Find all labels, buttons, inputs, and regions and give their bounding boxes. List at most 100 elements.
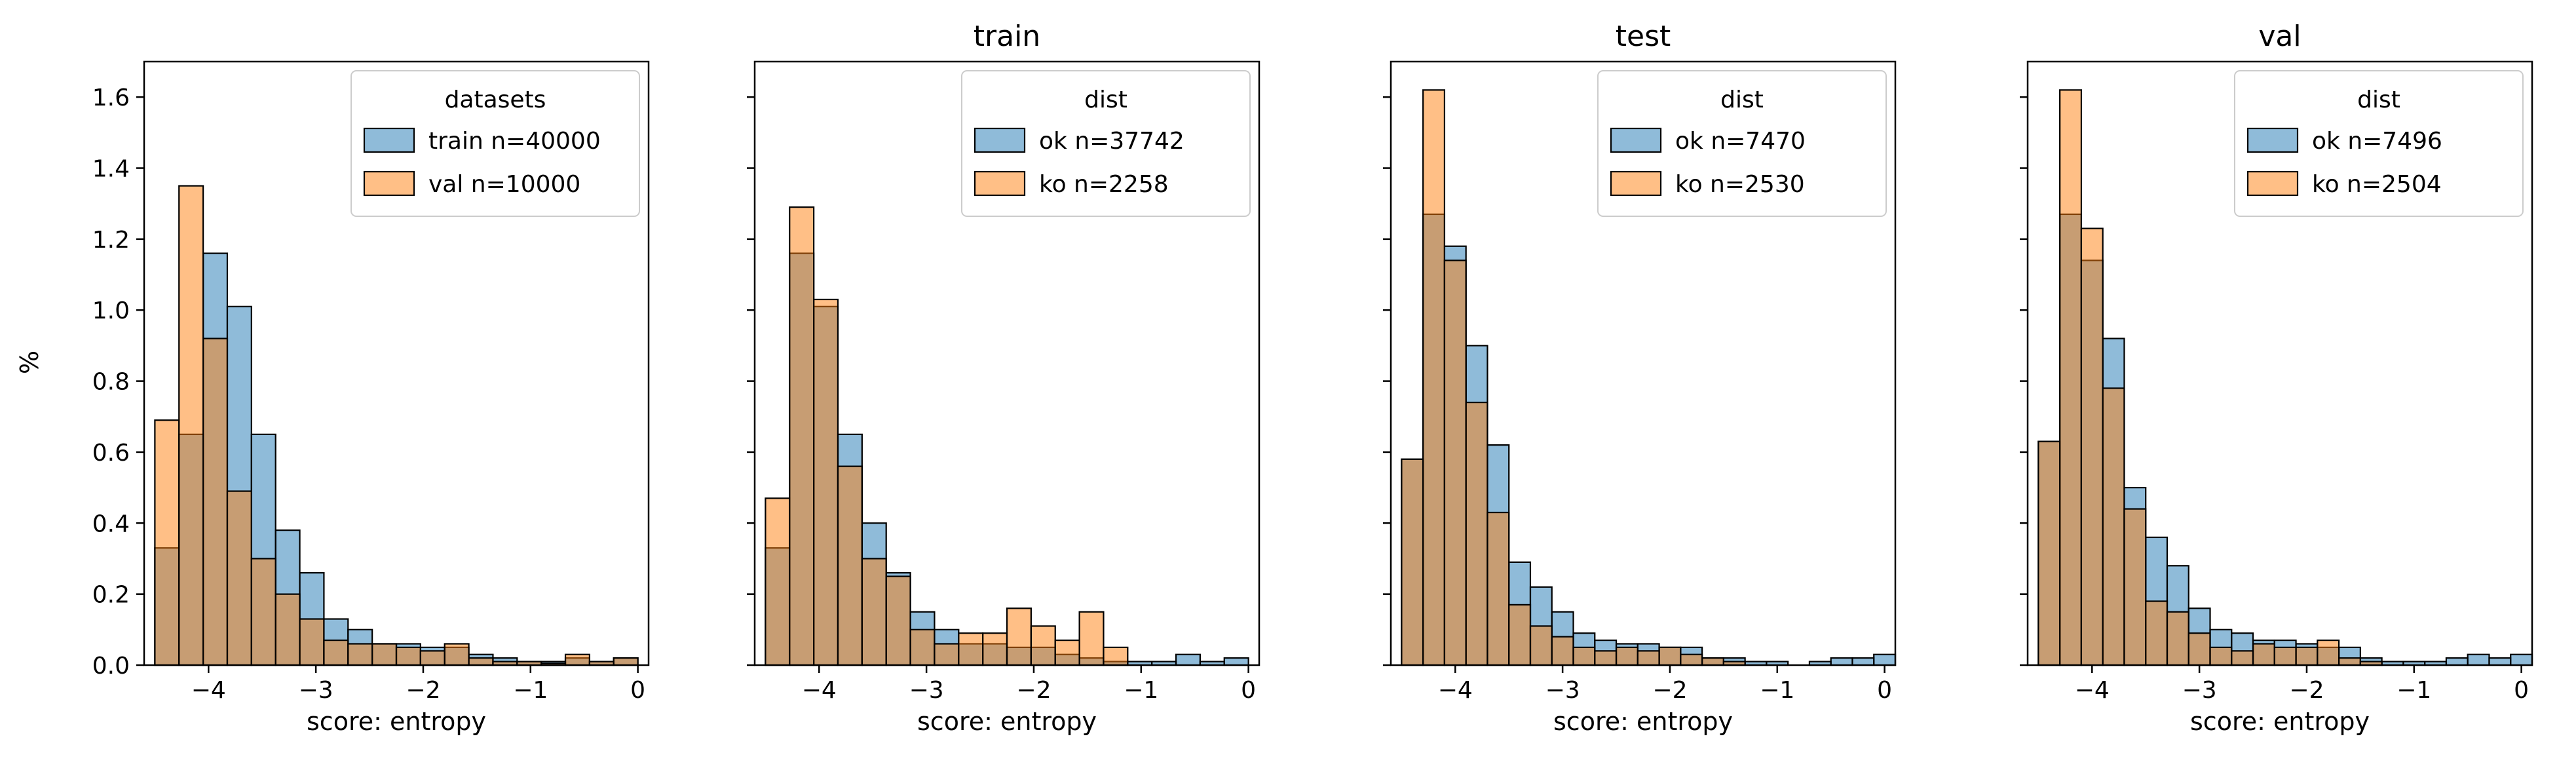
legend-title: dist bbox=[1720, 86, 1764, 113]
x-tick-label: −2 bbox=[406, 677, 440, 704]
y-tick-label: 0.8 bbox=[92, 369, 130, 396]
y-tick-label: 0.2 bbox=[92, 582, 130, 609]
hist-bar bbox=[2209, 646, 2233, 666]
hist-bar bbox=[202, 337, 229, 666]
hist-bar bbox=[909, 628, 936, 666]
hist-bar bbox=[789, 206, 815, 666]
hist-bar bbox=[1594, 650, 1618, 666]
hist-bar bbox=[371, 643, 398, 666]
legend-title: dist bbox=[1084, 86, 1127, 113]
hist-bar bbox=[958, 632, 984, 666]
x-tick-label: −4 bbox=[191, 677, 226, 704]
x-tick-label: −3 bbox=[299, 677, 333, 704]
hist-bar bbox=[1054, 639, 1080, 666]
hist-bar bbox=[2166, 611, 2189, 666]
x-tick-label: −1 bbox=[2396, 677, 2431, 704]
hist-bar bbox=[1851, 657, 1875, 666]
hist-bar bbox=[347, 643, 373, 666]
x-tick-label: −2 bbox=[2289, 677, 2324, 704]
legend-swatch bbox=[1610, 127, 1662, 153]
hist-bar bbox=[2338, 657, 2361, 666]
axes-frame bbox=[1390, 60, 1897, 666]
hist-bar bbox=[1443, 259, 1467, 666]
hist-bar bbox=[1551, 636, 1574, 666]
hist-bar bbox=[2080, 227, 2104, 666]
hist-bar bbox=[154, 419, 180, 666]
x-axis-label: score: entropy bbox=[2190, 707, 2370, 736]
x-tick-label: −3 bbox=[2182, 677, 2217, 704]
hist-bar bbox=[1508, 604, 1532, 666]
legend-label: ok n=7496 bbox=[2312, 128, 2442, 155]
x-axis-label: score: entropy bbox=[307, 707, 486, 736]
legend: datasets train n=40000 val n=10000 bbox=[350, 70, 640, 217]
x-tick-label: −2 bbox=[1652, 677, 1687, 704]
y-axis-label: % bbox=[15, 351, 44, 374]
y-tick-label: 0.6 bbox=[92, 440, 130, 467]
hist-bar bbox=[419, 650, 445, 666]
hist-bar bbox=[1030, 625, 1056, 666]
hist-bar bbox=[178, 185, 204, 666]
hist-bar bbox=[1078, 611, 1105, 666]
hist-bar bbox=[1422, 89, 1446, 666]
hist-bar bbox=[2510, 653, 2533, 666]
x-tick-label: −1 bbox=[1760, 677, 1794, 704]
legend-label: ko n=2258 bbox=[1039, 171, 1169, 198]
legend: dist ok n=37742 ko n=2258 bbox=[961, 70, 1251, 217]
legend-label: ko n=2530 bbox=[1675, 171, 1805, 198]
hist-bar bbox=[1103, 646, 1129, 666]
y-tick-label: 1.4 bbox=[92, 156, 130, 183]
legend-label: ok n=7470 bbox=[1675, 128, 1806, 155]
hist-bar bbox=[1680, 653, 1703, 666]
x-tick-label: 0 bbox=[2514, 677, 2529, 704]
hist-bar bbox=[2123, 508, 2147, 666]
legend-box bbox=[350, 70, 640, 217]
series-orange bbox=[1401, 89, 1746, 666]
hist-bar bbox=[982, 632, 1008, 666]
hist-bar bbox=[837, 465, 863, 666]
hist-bar bbox=[226, 490, 252, 666]
legend-swatch bbox=[974, 127, 1026, 153]
hist-bar bbox=[1487, 511, 1510, 666]
panel-4: −4 −3 −2 −1 0 score: entropy val dist ok n=7496 k… bbox=[2020, 20, 2533, 736]
y-tick-label: 0.0 bbox=[92, 653, 130, 680]
x-tick-label: −1 bbox=[1124, 677, 1158, 704]
hist-bar bbox=[1615, 646, 1638, 666]
hist-bar bbox=[2295, 646, 2319, 666]
series-orange bbox=[2037, 89, 2383, 666]
legend-swatch bbox=[2246, 127, 2299, 153]
legend-title: datasets bbox=[445, 86, 546, 113]
x-axis-label: score: entropy bbox=[1553, 707, 1733, 736]
hist-bar bbox=[613, 657, 639, 666]
hist-bar bbox=[1572, 646, 1596, 666]
hist-bar bbox=[1658, 646, 1682, 666]
hist-bar bbox=[1465, 401, 1488, 666]
hist-bar bbox=[1223, 657, 1249, 666]
hist-bar bbox=[564, 653, 590, 666]
x-axis-label: score: entropy bbox=[917, 707, 1097, 736]
hist-bar bbox=[1175, 653, 1201, 666]
x-tick-label: −2 bbox=[1016, 677, 1051, 704]
hist-bar bbox=[2445, 657, 2469, 666]
hist-bar bbox=[299, 618, 325, 666]
hist-bar bbox=[395, 646, 421, 666]
hist-bar bbox=[2488, 657, 2512, 666]
legend-label: train n=40000 bbox=[428, 128, 601, 155]
x-tick-label: −4 bbox=[1438, 677, 1473, 704]
panel-3: −4 −3 −2 −1 0 score: entropy test dist ok n=7470… bbox=[1383, 20, 1897, 736]
panel-title: train bbox=[974, 20, 1040, 53]
legend-swatch bbox=[2246, 170, 2299, 197]
hist-bar bbox=[2102, 387, 2125, 666]
hist-bar bbox=[2467, 653, 2490, 666]
hist-bar bbox=[250, 558, 276, 666]
hist-bar bbox=[2145, 600, 2169, 666]
panel-1: −4 −3 −2 −1 0 0.0 0.2 0.4 0.6 0.8 1.0 1.2 1.4 1.6 scor… bbox=[92, 60, 650, 736]
axes-frame bbox=[143, 60, 650, 666]
legend-swatch bbox=[974, 170, 1026, 197]
hist-bar bbox=[2273, 646, 2297, 666]
hist-bar bbox=[1873, 653, 1897, 666]
hist-bar bbox=[2037, 440, 2061, 666]
legend-swatch bbox=[363, 170, 415, 197]
hist-bar bbox=[444, 643, 470, 666]
legend-box bbox=[1597, 70, 1887, 217]
